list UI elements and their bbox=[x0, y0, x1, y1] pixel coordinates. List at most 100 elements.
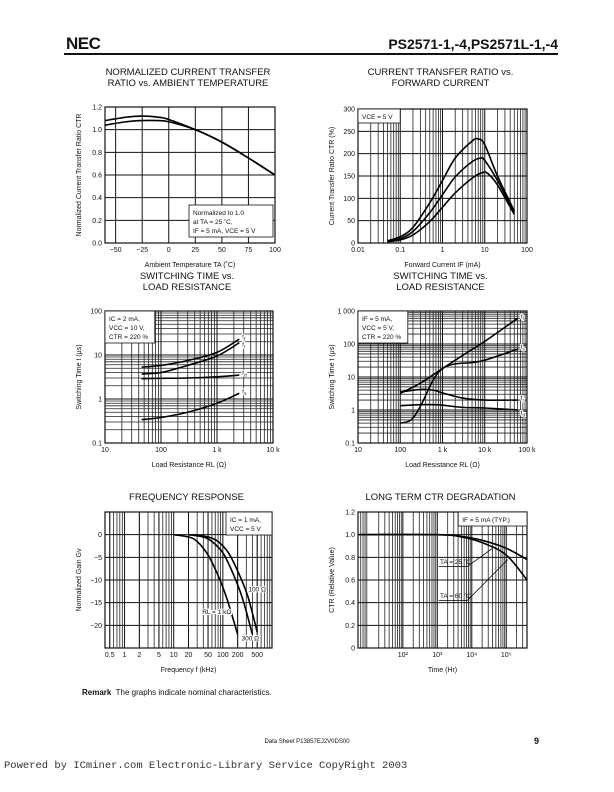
annotation-box bbox=[357, 310, 409, 344]
x-tick-label: 100 bbox=[269, 247, 281, 254]
y-axis-label: Normalized Gain Gv bbox=[76, 548, 83, 612]
y-axis-label: Switching Time t (μs) bbox=[76, 344, 83, 409]
annotation-text: VCC = 5 V, bbox=[362, 325, 394, 332]
annotation-box bbox=[225, 511, 273, 536]
plot-frame bbox=[357, 108, 528, 244]
y-tick-label: 0.6 bbox=[345, 578, 355, 585]
x-tick-label: 10³ bbox=[432, 652, 443, 659]
page-number: 9 bbox=[534, 736, 540, 746]
series-label-ts: ts bbox=[521, 344, 526, 352]
y-tick-label: 10 bbox=[94, 353, 102, 360]
series-label-td: td bbox=[521, 410, 526, 418]
plot-frame bbox=[104, 511, 273, 649]
x-tick-label: 10² bbox=[398, 652, 409, 659]
annotation-text: Normalized to 1.0 bbox=[193, 210, 244, 217]
series-label-1k: RL = 1 kΩ bbox=[202, 609, 231, 616]
x-axis-label: Ambient Temperature TA (˚C) bbox=[145, 261, 236, 269]
powered-by: Powered by ICminer.com Electronic-Librar… bbox=[4, 760, 408, 772]
y-tick-label: 0.1 bbox=[92, 441, 102, 448]
chart-title: LOAD RESISTANCE bbox=[143, 282, 232, 293]
series-line-tr bbox=[400, 388, 518, 402]
x-tick-label: 10 k bbox=[266, 447, 280, 454]
chart-title: NORMALIZED CURRENT TRANSFER bbox=[106, 67, 271, 78]
x-tick-label: 10 k bbox=[478, 447, 492, 454]
plot-frame bbox=[357, 310, 528, 444]
series-label-tr: tr bbox=[521, 395, 525, 403]
chart-title: FORWARD CURRENT bbox=[392, 78, 490, 89]
series-label-td: td bbox=[242, 370, 247, 378]
x-tick-label: 10 bbox=[101, 447, 109, 454]
annotation-text: IC = 2 mA, bbox=[109, 316, 140, 323]
y-tick-label: 0.4 bbox=[92, 195, 102, 202]
x-tick-label: 0.5 bbox=[105, 652, 115, 659]
x-tick-label: 10 bbox=[170, 652, 178, 659]
x-tick-label: 25 bbox=[191, 247, 199, 254]
header-rule bbox=[64, 53, 558, 55]
series-label-100: 100 Ω bbox=[248, 586, 266, 593]
annotation-box bbox=[104, 310, 156, 344]
y-tick-label: 150 bbox=[343, 174, 355, 181]
series-label-60c: TA = 60 ˚C bbox=[440, 592, 471, 600]
remark-label: Remark bbox=[82, 688, 112, 697]
chart-title: SWITCHING TIME vs. bbox=[140, 271, 234, 282]
annotation-text: IF = 5 mA (TYP.) bbox=[462, 517, 510, 524]
y-tick-label: 0.2 bbox=[92, 218, 102, 225]
series-line-upper bbox=[104, 115, 276, 176]
y-tick-label: 0.4 bbox=[345, 600, 355, 607]
y-tick-label: 1.0 bbox=[345, 532, 355, 539]
y-tick-label: 0.8 bbox=[92, 150, 102, 157]
x-axis-label: Frequency f (kHz) bbox=[161, 667, 217, 674]
x-axis-label: Time (Hr) bbox=[428, 667, 457, 674]
chart-ctr-degradation: LONG TERM CTR DEGRADATION 10² 10³ 10⁴ 10⁵ 0 0.… bbox=[329, 492, 528, 674]
x-tick-label: 0.1 bbox=[395, 247, 405, 254]
y-tick-label: −5 bbox=[94, 555, 102, 562]
x-tick-label: 0 bbox=[167, 247, 171, 254]
series-label-300: 300 Ω bbox=[242, 635, 260, 642]
series-label-tf: tf bbox=[521, 313, 525, 321]
y-tick-label: 10 bbox=[347, 375, 355, 382]
y-tick-label: 1 bbox=[98, 397, 102, 404]
y-tick-label: 200 bbox=[343, 151, 355, 158]
series-line-ta-25-c bbox=[357, 533, 528, 561]
chart-switching-time-if: SWITCHING TIME vs.LOAD RESISTANCE 10 100 1 … bbox=[329, 271, 536, 469]
x-tick-label: 100 bbox=[155, 447, 167, 454]
annotation-text: IF = 5 mA, VCE = 5 V bbox=[193, 228, 256, 235]
x-tick-label: −50 bbox=[110, 247, 122, 254]
x-tick-label: 1 k bbox=[212, 447, 222, 454]
series-line-tf bbox=[141, 338, 240, 368]
x-tick-label: 2 bbox=[137, 652, 141, 659]
series-line-300- bbox=[188, 533, 254, 635]
chart-title: RATIO vs. AMBIENT TEMPERATURE bbox=[108, 78, 269, 89]
y-tick-label: 0 bbox=[98, 532, 102, 539]
x-tick-label: 50 bbox=[218, 247, 226, 254]
series-line-td bbox=[400, 403, 518, 411]
x-tick-label: 10⁴ bbox=[466, 652, 477, 659]
y-tick-label: 1.2 bbox=[92, 105, 102, 112]
y-tick-label: −10 bbox=[90, 578, 102, 585]
y-tick-label: 100 bbox=[90, 309, 102, 316]
leader-line-60 bbox=[438, 559, 508, 601]
series-line-lower bbox=[104, 119, 276, 176]
y-tick-label: 1.2 bbox=[345, 510, 355, 517]
x-tick-label: 5 bbox=[157, 652, 161, 659]
y-axis-label: Current Transfer Ratio CTR (%) bbox=[329, 127, 336, 225]
series-line-100- bbox=[193, 533, 258, 633]
y-tick-label: 50 bbox=[347, 218, 355, 225]
y-tick-label: 1 bbox=[351, 408, 355, 415]
chart-title: LOAD RESISTANCE bbox=[396, 282, 485, 293]
series-line-tf bbox=[399, 317, 519, 395]
x-tick-label: 10 bbox=[481, 247, 489, 254]
y-tick-label: −15 bbox=[90, 600, 102, 607]
annotation-text: CTR = 220 % bbox=[109, 334, 148, 341]
chart-title: SWITCHING TIME vs. bbox=[393, 271, 487, 282]
y-tick-label: 0.8 bbox=[345, 555, 355, 562]
y-tick-label: 100 bbox=[343, 196, 355, 203]
series-line-low bbox=[387, 171, 515, 243]
x-tick-label: 50 bbox=[204, 652, 212, 659]
y-tick-label: 0.0 bbox=[92, 241, 102, 248]
series-line-tr bbox=[141, 342, 240, 375]
series-line-mid bbox=[387, 156, 515, 242]
x-tick-label: 100 bbox=[217, 652, 229, 659]
